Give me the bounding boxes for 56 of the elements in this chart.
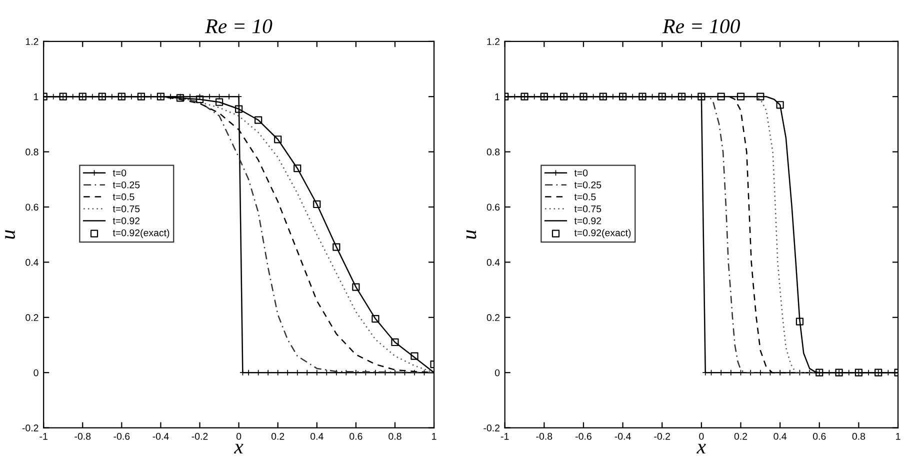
y-tick-label: 0 [34, 369, 38, 376]
y-tick-label: 1.2 [487, 38, 500, 45]
x-tick-label: 0.4 [310, 432, 324, 440]
x-tick-label: -1 [500, 433, 509, 440]
legend-label: t=0.25 [574, 181, 602, 188]
x-tick-label: -1 [40, 433, 48, 440]
x-tick-label: 0.8 [388, 432, 402, 440]
legend-label: t=0 [574, 169, 588, 176]
y-tick-label: 0.2 [486, 314, 500, 322]
x-tick-label: 1 [432, 433, 436, 440]
chart-title: Re = 100 [662, 19, 740, 34]
x-tick-label: -0.4 [614, 432, 631, 440]
x-tick-label: -0.4 [152, 432, 169, 440]
y-tick-label: 0.4 [486, 258, 500, 266]
legend-label: t=0.5 [574, 193, 596, 200]
x-tick-label: 0.6 [813, 432, 826, 440]
x-tick-label: -0.8 [74, 432, 91, 440]
legend-label: t=0.75 [112, 205, 140, 212]
y-tick-label: 1.2 [26, 38, 38, 45]
y-tick-label: -0.2 [484, 424, 500, 432]
x-tick-label: 0.2 [734, 432, 748, 440]
y-axis-title: u [5, 230, 15, 239]
x-tick-label: 0.8 [852, 432, 866, 440]
legend-label: t=0.92(exact) [112, 229, 170, 238]
x-tick-label: -0.6 [576, 432, 592, 440]
x-axis-title: x [696, 444, 706, 454]
legend-label: t=0.5 [112, 193, 134, 200]
x-tick-label: 1 [896, 433, 900, 440]
y-tick-label: 1 [34, 93, 38, 100]
y-tick-label: 0.2 [26, 314, 38, 322]
x-tick-label: -0.8 [536, 432, 552, 440]
legend-label: t=0.92 [574, 217, 602, 224]
y-tick-label: 0.6 [486, 204, 500, 211]
x-tick-label: 0.4 [774, 432, 787, 440]
x-tick-label: -0.2 [654, 432, 670, 440]
y-axis-title: u [466, 230, 476, 239]
x-tick-label: 0 [236, 432, 242, 440]
x-tick-label: -0.6 [114, 432, 130, 440]
x-tick-label: 0.2 [271, 432, 284, 440]
y-tick-label: 0 [494, 369, 500, 376]
y-tick-label: 0.4 [26, 258, 38, 266]
legend-label: t=0.92(exact) [574, 229, 631, 238]
legend-label: t=0 [112, 169, 126, 176]
x-tick-label: -0.2 [192, 432, 208, 440]
chart-title: Re = 10 [205, 19, 272, 34]
x-tick-label: 0 [699, 432, 704, 440]
x-axis-title: x [234, 444, 244, 454]
y-tick-label: 0.6 [26, 204, 38, 211]
legend-label: t=0.75 [574, 205, 602, 212]
legend-label: t=0.25 [112, 181, 140, 188]
y-tick-label: 0.8 [486, 148, 500, 156]
y-tick-label: 1 [495, 93, 500, 100]
y-tick-label: -0.2 [22, 424, 38, 432]
legend-label: t=0.92 [112, 217, 140, 224]
y-tick-label: 0.8 [26, 148, 38, 156]
x-tick-label: 0.6 [350, 432, 362, 440]
